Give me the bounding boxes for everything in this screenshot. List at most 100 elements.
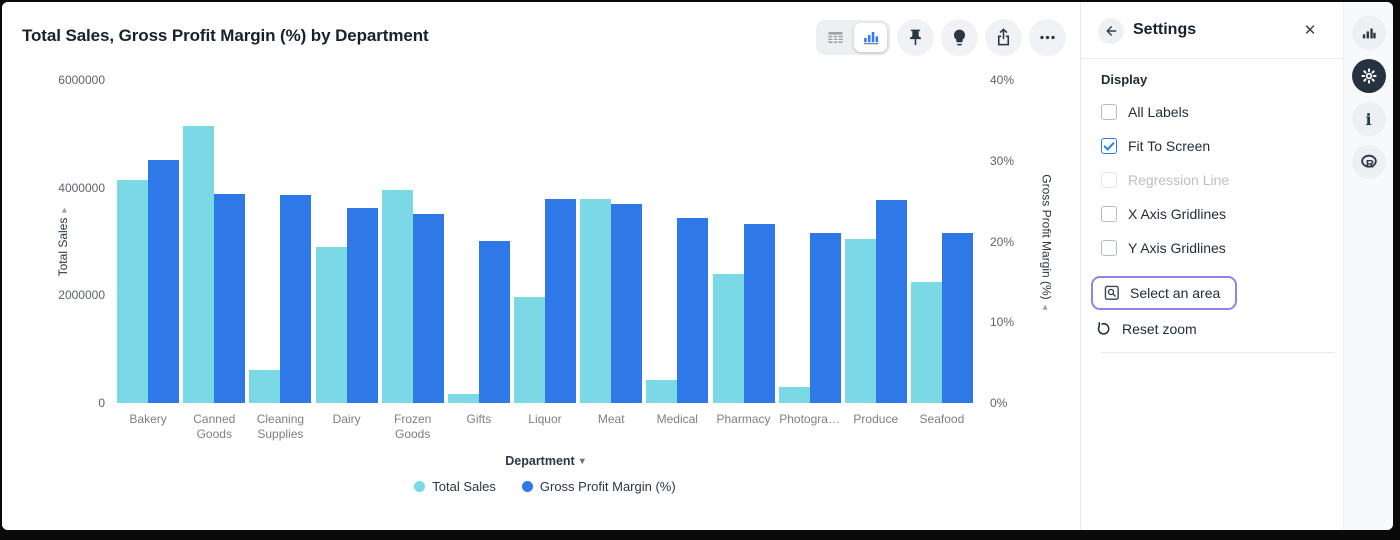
r-logo-icon: R — [1360, 154, 1377, 170]
bar-gross-profit-margin[interactable] — [412, 214, 444, 403]
ellipsis-icon — [1040, 35, 1055, 40]
bar-total-sales[interactable] — [580, 199, 612, 403]
bar-gross-profit-margin[interactable] — [280, 195, 312, 403]
bar-chart-icon — [1362, 28, 1376, 38]
select-area-button[interactable]: Select an area — [1091, 276, 1238, 310]
legend: Total Sales Gross Profit Margin (%) — [115, 479, 975, 494]
reset-zoom-button[interactable]: Reset zoom — [1094, 318, 1197, 340]
y-tick-label: 2000000 — [58, 288, 105, 303]
settings-title: Settings — [1133, 21, 1197, 38]
display-options: All Labels Fit To Screen Regression Line… — [1081, 102, 1343, 272]
axis-caret-icon: ◂ — [1039, 304, 1050, 310]
reset-zoom-icon — [1097, 322, 1110, 335]
checkbox — [1101, 172, 1117, 188]
checkbox-y-axis-gridlines[interactable]: Y Axis Gridlines — [1101, 238, 1343, 258]
plot-area[interactable] — [115, 80, 975, 403]
checkbox — [1101, 206, 1117, 222]
x-tick-label: Medical — [656, 412, 698, 426]
arrow-left-icon — [1106, 26, 1117, 36]
checkbox — [1101, 104, 1117, 120]
bar-total-sales[interactable] — [183, 126, 215, 403]
bar-total-sales[interactable] — [778, 387, 810, 403]
checkbox-regression-line: Regression Line — [1101, 170, 1343, 190]
legend-item[interactable]: Gross Profit Margin (%) — [521, 479, 676, 494]
bar-gross-profit-margin[interactable] — [611, 204, 643, 403]
bar-chart-icon — [863, 31, 879, 45]
bar-total-sales[interactable] — [910, 282, 942, 403]
x-tick-label: Frozen Goods — [394, 412, 432, 441]
bar-gross-profit-margin[interactable] — [743, 224, 775, 403]
pin-button[interactable] — [897, 19, 934, 56]
r-logo-button[interactable]: R — [1351, 145, 1386, 179]
bar-total-sales[interactable] — [249, 370, 281, 403]
y-axis-left: 0 2000000 4000000 6000000 — [20, 73, 105, 410]
back-button[interactable] — [1098, 18, 1124, 44]
suggestions-button[interactable] — [941, 19, 978, 56]
y-tick-label: 30% — [990, 153, 1015, 168]
bar-gross-profit-margin[interactable] — [478, 241, 510, 403]
y-tick-label: 6000000 — [58, 73, 105, 87]
section-divider — [1101, 352, 1335, 353]
element-format-button[interactable] — [1351, 16, 1386, 50]
y-tick-label: 0% — [990, 396, 1008, 410]
bar-gross-profit-margin[interactable] — [545, 199, 576, 403]
y-tick-label: 10% — [990, 315, 1015, 330]
chevron-down-icon: ▾ — [579, 456, 585, 467]
x-tick-label: Pharmacy — [716, 412, 771, 426]
bar-total-sales[interactable] — [381, 190, 413, 403]
close-button[interactable]: ✕ — [1298, 19, 1322, 43]
bar-total-sales[interactable] — [117, 180, 149, 403]
x-tick-label: Seafood — [919, 412, 965, 426]
bar-total-sales[interactable] — [447, 394, 479, 403]
x-tick-label: Produce — [853, 412, 899, 426]
legend-label: Total Sales — [432, 479, 496, 494]
chart-card: Total Sales, Gross Profit Margin (%) by … — [2, 2, 1080, 530]
y-tick-label: 4000000 — [58, 180, 105, 195]
chart-plot-region: 0 2000000 4000000 6000000 0% 10% 20% 30% 40% To… — [56, 73, 1053, 441]
checkbox-fit-to-screen[interactable]: Fit To Screen — [1101, 136, 1343, 156]
right-rail: i R — [1343, 2, 1393, 530]
checkbox — [1101, 138, 1117, 154]
y-tick-label: 20% — [990, 234, 1015, 249]
legend-item[interactable]: Total Sales — [414, 479, 496, 494]
bar-gross-profit-margin[interactable] — [875, 200, 907, 403]
element-settings-button[interactable] — [1351, 59, 1386, 93]
gear-icon — [1360, 68, 1377, 84]
bar-gross-profit-margin[interactable] — [148, 160, 180, 403]
bar-gross-profit-margin[interactable] — [809, 233, 841, 403]
y-axis-right: 0% 10% 20% 30% 40% — [982, 73, 1037, 410]
display-section-label: Display — [1101, 72, 1148, 87]
legend-swatch — [414, 481, 426, 492]
checkbox — [1101, 240, 1117, 256]
table-view-button[interactable] — [819, 23, 852, 52]
bar-total-sales[interactable] — [315, 247, 347, 403]
bar-total-sales[interactable] — [646, 380, 678, 403]
bar-gross-profit-margin[interactable] — [941, 233, 973, 403]
axis-caret-icon: ▸ — [59, 207, 70, 213]
legend-swatch — [521, 481, 533, 492]
info-button[interactable]: i — [1351, 102, 1386, 136]
bar-gross-profit-margin[interactable] — [346, 208, 378, 403]
checkbox-x-axis-gridlines[interactable]: X Axis Gridlines — [1101, 204, 1343, 224]
bar-total-sales[interactable] — [844, 239, 876, 403]
chart-toolbar — [816, 19, 1066, 56]
bar-total-sales[interactable] — [514, 297, 545, 403]
export-button[interactable] — [985, 19, 1022, 56]
legend-label: Gross Profit Margin (%) — [539, 479, 676, 494]
checkbox-all-labels[interactable]: All Labels — [1101, 102, 1343, 122]
x-axis-labels: Bakery Canned Goods Cleaning Supplies Dairy… — [115, 412, 975, 446]
x-axis-title[interactable]: Department ▾ — [505, 454, 585, 468]
x-tick-label: Dairy — [332, 412, 361, 426]
chart-view-button[interactable] — [854, 23, 887, 52]
more-menu-button[interactable] — [1029, 19, 1066, 56]
settings-header: Settings ✕ — [1081, 2, 1343, 59]
x-tick-label: Liquor — [528, 412, 562, 426]
y-tick-label: 0 — [98, 396, 105, 410]
view-toggle — [816, 20, 890, 55]
bar-gross-profit-margin[interactable] — [677, 218, 709, 403]
svg-text:R: R — [1365, 158, 1373, 170]
y-tick-label: 40% — [990, 73, 1015, 87]
select-area-icon — [1104, 285, 1119, 300]
bar-total-sales[interactable] — [712, 274, 744, 403]
bar-gross-profit-margin[interactable] — [214, 194, 246, 403]
